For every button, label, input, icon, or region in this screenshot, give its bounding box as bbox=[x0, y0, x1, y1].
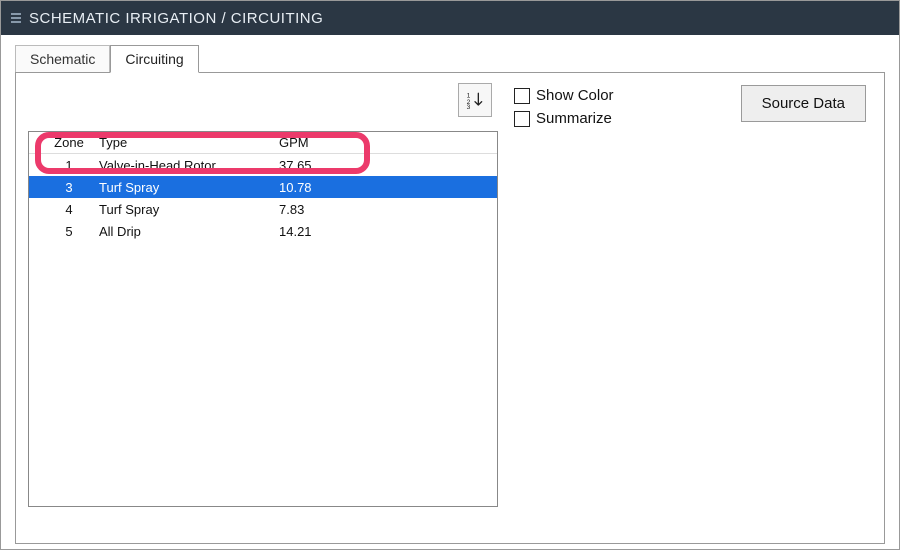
col-header-gpm[interactable]: GPM bbox=[279, 135, 359, 150]
table-row[interactable]: 5 All Drip 14.21 bbox=[29, 220, 497, 242]
col-header-type[interactable]: Type bbox=[99, 135, 279, 150]
cell-type: Turf Spray bbox=[99, 180, 279, 195]
cell-gpm: 14.21 bbox=[279, 224, 359, 239]
summarize-label: Summarize bbox=[536, 110, 612, 127]
cell-zone: 5 bbox=[39, 224, 99, 239]
cell-zone: 3 bbox=[39, 180, 99, 195]
table-row[interactable]: 4 Turf Spray 7.83 bbox=[29, 198, 497, 220]
checkbox-column: Show Color Summarize bbox=[514, 87, 614, 127]
source-data-button[interactable]: Source Data bbox=[741, 85, 866, 122]
checkbox-box-icon bbox=[514, 88, 530, 104]
cell-type: Valve-in-Head Rotor bbox=[99, 158, 279, 173]
titlebar: SCHEMATIC IRRIGATION / CIRCUITING bbox=[1, 1, 899, 35]
sort-numeric-down-icon: 1 2 3 bbox=[465, 90, 485, 110]
tab-circuiting[interactable]: Circuiting bbox=[110, 45, 198, 73]
cell-zone: 1 bbox=[39, 158, 99, 173]
show-color-checkbox[interactable]: Show Color bbox=[514, 87, 614, 104]
svg-text:3: 3 bbox=[467, 104, 471, 110]
table-row[interactable]: 1 Valve-in-Head Rotor 37.65 bbox=[29, 154, 497, 176]
grip-icon bbox=[11, 13, 21, 23]
summarize-checkbox[interactable]: Summarize bbox=[514, 110, 614, 127]
grid-area: 1 2 3 Zone Type GPM 1 bbox=[28, 85, 498, 507]
table-row[interactable]: 3 Turf Spray 10.78 bbox=[29, 176, 497, 198]
cell-type: All Drip bbox=[99, 224, 279, 239]
controls-area: Show Color Summarize Source Data bbox=[514, 85, 872, 127]
show-color-label: Show Color bbox=[536, 87, 614, 104]
zone-grid[interactable]: Zone Type GPM 1 Valve-in-Head Rotor 37.6… bbox=[28, 131, 498, 507]
cell-zone: 4 bbox=[39, 202, 99, 217]
cell-type: Turf Spray bbox=[99, 202, 279, 217]
grid-header-row: Zone Type GPM bbox=[29, 132, 497, 154]
tab-strip: Schematic Circuiting bbox=[15, 45, 885, 72]
window-title: SCHEMATIC IRRIGATION / CIRCUITING bbox=[29, 10, 323, 27]
client-area: Schematic Circuiting 1 2 3 bbox=[1, 35, 899, 549]
checkbox-box-icon bbox=[514, 111, 530, 127]
circuiting-panel: 1 2 3 Zone Type GPM 1 bbox=[15, 72, 885, 544]
app-window: SCHEMATIC IRRIGATION / CIRCUITING Schema… bbox=[0, 0, 900, 550]
tab-schematic[interactable]: Schematic bbox=[15, 45, 110, 72]
sort-numeric-button[interactable]: 1 2 3 bbox=[458, 83, 492, 117]
cell-gpm: 10.78 bbox=[279, 180, 359, 195]
col-header-zone[interactable]: Zone bbox=[39, 135, 99, 150]
cell-gpm: 37.65 bbox=[279, 158, 359, 173]
cell-gpm: 7.83 bbox=[279, 202, 359, 217]
panel-toolbar-row: 1 2 3 Zone Type GPM 1 bbox=[28, 85, 872, 507]
